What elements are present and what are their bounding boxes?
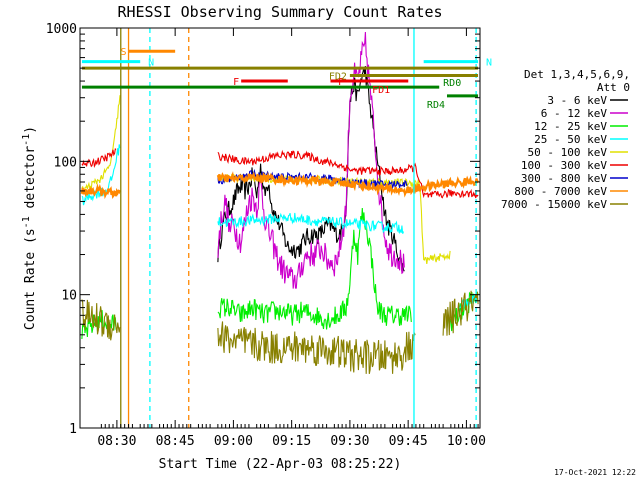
legend-label-2: 12 - 25 keV — [534, 120, 607, 133]
x-tick-label-2: 09:00 — [214, 434, 253, 449]
flag-label-1: N — [148, 58, 154, 69]
legend-label-5: 100 - 300 keV — [521, 159, 607, 172]
y-tick-label-1: 10 — [61, 289, 77, 304]
series-line-7-seg-1 — [216, 171, 479, 198]
chart-title: RHESSI Observing Summary Count Rates — [117, 3, 442, 21]
flag-label-0: S — [121, 47, 127, 58]
x-tick-label-4: 09:30 — [330, 434, 369, 449]
flag-label-5: FD1 — [372, 85, 390, 96]
plot-area: S N N F F FD1 FD2 RD0 RD4 — [80, 28, 492, 428]
legend-label-7: 800 - 7000 keV — [514, 185, 607, 198]
x-tick-label-6: 10:00 — [447, 434, 486, 449]
plot-clipped — [80, 28, 479, 428]
x-tick-label-5: 09:45 — [389, 434, 428, 449]
flag-label-8: RD4 — [427, 100, 445, 111]
series-line-0-seg-0 — [217, 66, 405, 272]
series-line-3-seg-1 — [217, 212, 405, 235]
y-tick-label-0: 1 — [69, 422, 77, 437]
flag-label-3: F — [233, 77, 239, 88]
x-axis-label: Start Time (22-Apr-03 08:25:22) — [159, 457, 402, 472]
series-line-2-seg-1 — [217, 207, 412, 330]
series-line-8-seg-0 — [81, 299, 121, 341]
y-axis-label: Count Rate (s-1 detector-1) — [21, 126, 38, 330]
legend-header-attenuator: Att 0 — [597, 81, 630, 94]
flag-label-7: RD0 — [443, 78, 461, 89]
series-line-7-seg-0 — [80, 183, 122, 200]
legend-header-detectors: Det 1,3,4,5,6,9, — [524, 68, 630, 81]
x-tick-label-0: 08:30 — [97, 434, 136, 449]
series-line-8-seg-1 — [217, 321, 416, 375]
legend-label-4: 50 - 100 keV — [528, 146, 608, 159]
x-tick-label-1: 08:45 — [156, 434, 195, 449]
axis-ticks: 08:30 08:45 09:00 09:15 09:30 09:45 10:00 1 10 10… — [46, 22, 486, 449]
series-line-4-seg-0 — [81, 95, 121, 195]
series-line-8-seg-2 — [442, 290, 479, 336]
legend-label-8: 7000 - 15000 keV — [501, 198, 607, 211]
y-tick-label-2: 100 — [54, 155, 77, 170]
legend-label-1: 6 - 12 keV — [541, 107, 608, 120]
flag-label-2: N — [486, 58, 492, 69]
series-line-1-seg-0 — [217, 31, 405, 289]
x-tick-label-3: 09:15 — [272, 434, 311, 449]
flag-label-4: F — [338, 77, 344, 88]
legend-label-3: 25 - 50 keV — [534, 133, 607, 146]
y-tick-label-3: 1000 — [46, 22, 77, 37]
footer-timestamp: 17-Oct-2021 12:22 — [554, 468, 636, 477]
legend-label-0: 3 - 6 keV — [547, 94, 607, 107]
legend-label-6: 300 - 800 keV — [521, 172, 607, 185]
flag-label-6: FD2 — [329, 72, 347, 83]
series-line-5-seg-1 — [217, 149, 479, 199]
